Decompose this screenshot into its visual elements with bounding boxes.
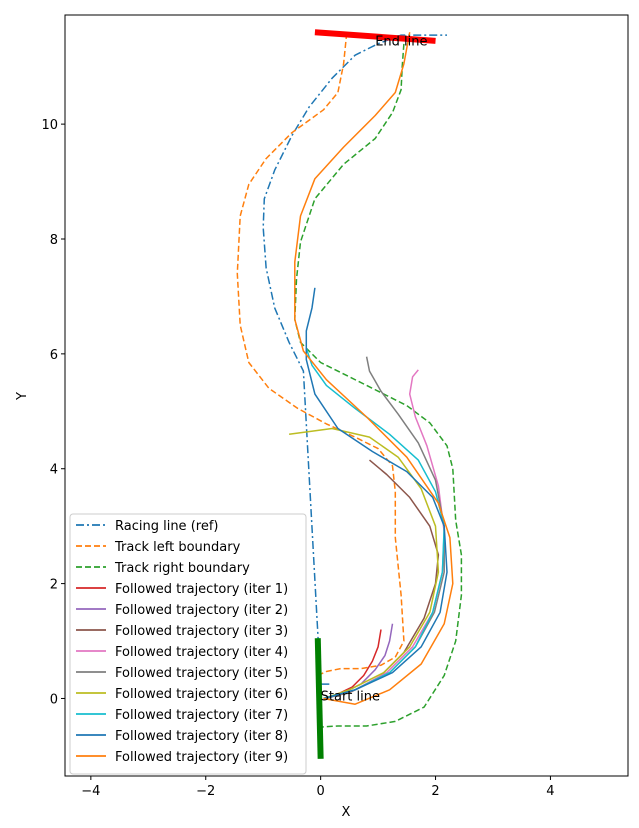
legend-label: Followed trajectory (iter 7) [115, 708, 288, 723]
x-tick-label: 4 [546, 784, 554, 799]
x-axis-label: X [342, 805, 351, 820]
legend-label: Followed trajectory (iter 6) [115, 687, 288, 702]
legend-label: Followed trajectory (iter 4) [115, 645, 288, 660]
annotation-start-line: Start line [321, 689, 380, 704]
legend-label: Followed trajectory (iter 5) [115, 666, 288, 681]
series-line-racing-line-ref [262, 34, 447, 685]
plot-frame [64, 14, 629, 777]
x-tick-label: 2 [431, 784, 439, 799]
y-tick-label: 10 [41, 118, 58, 133]
y-tick-label: 4 [50, 463, 58, 478]
legend-label: Followed trajectory (iter 8) [115, 729, 288, 744]
annotation-layer: Start line End line [321, 35, 428, 705]
marker-layer [314, 29, 436, 759]
legend: Racing line (ref) Track left boundary Trac… [69, 513, 307, 775]
y-tick-label: 6 [50, 348, 58, 363]
series-layer [236, 32, 463, 728]
x-tick-label: −2 [196, 784, 215, 799]
legend-label: Track right boundary [114, 561, 250, 576]
y-tick-label: 2 [50, 578, 58, 593]
series-line-followed-trajectory-iter-8 [305, 287, 448, 700]
legend-label: Track left boundary [114, 540, 241, 555]
x-tick-label: −4 [81, 784, 100, 799]
y-tick-label: 8 [50, 233, 58, 248]
legend-label: Followed trajectory (iter 3) [115, 624, 288, 639]
series-line-followed-trajectory-iter-6 [288, 427, 440, 700]
y-tick-label: 0 [50, 692, 58, 707]
legend-label: Racing line (ref) [115, 519, 218, 534]
series-line-track-left-boundary [236, 35, 405, 677]
y-axis-ticks: 0 2 4 6 8 10 [41, 118, 65, 707]
x-tick-label: 0 [317, 784, 325, 799]
end-line-marker [314, 29, 436, 44]
annotation-end-line: End line [375, 35, 427, 50]
legend-box [69, 513, 307, 775]
start-line-marker [314, 638, 324, 759]
series-line-track-right-boundary [294, 43, 463, 728]
legend-label: Followed trajectory (iter 1) [115, 582, 288, 597]
legend-label: Followed trajectory (iter 2) [115, 603, 288, 618]
y-axis-label: Y [15, 392, 30, 401]
series-line-followed-trajectory-iter-9 [294, 32, 454, 705]
x-axis-ticks: −4 −2 0 2 4 [81, 776, 555, 799]
legend-label: Followed trajectory (iter 9) [115, 750, 288, 765]
